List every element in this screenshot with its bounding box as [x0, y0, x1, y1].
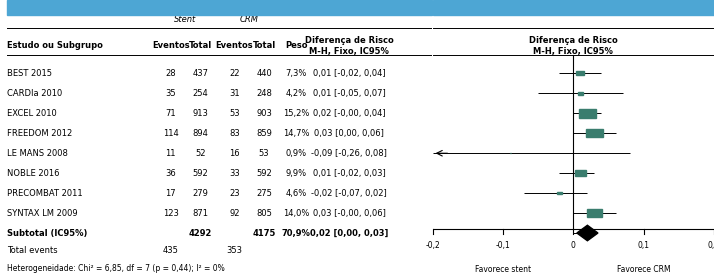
Text: -0,1: -0,1 — [496, 241, 511, 250]
Text: 70,9%: 70,9% — [281, 229, 311, 238]
Bar — [578, 92, 583, 94]
Bar — [7, 0, 432, 15]
Text: 53: 53 — [259, 149, 269, 158]
Text: 4,2%: 4,2% — [286, 89, 306, 98]
Text: 114: 114 — [163, 129, 178, 138]
Text: 440: 440 — [256, 70, 272, 78]
Text: 14,7%: 14,7% — [283, 129, 309, 138]
Polygon shape — [577, 225, 598, 241]
Text: CRM: CRM — [240, 15, 258, 24]
Text: 53: 53 — [229, 109, 240, 118]
Text: 275: 275 — [256, 189, 272, 198]
Text: 92: 92 — [229, 209, 240, 218]
Bar — [579, 109, 596, 117]
Text: 903: 903 — [256, 109, 272, 118]
Text: 4175: 4175 — [253, 229, 276, 238]
Text: 28: 28 — [166, 70, 176, 78]
Text: 254: 254 — [193, 89, 208, 98]
Text: Diferença de Risco
M-H, Fixo, IC95%: Diferença de Risco M-H, Fixo, IC95% — [305, 36, 393, 56]
Text: 871: 871 — [193, 209, 208, 218]
Text: 35: 35 — [166, 89, 176, 98]
Bar — [576, 71, 585, 75]
Text: 592: 592 — [193, 169, 208, 178]
Text: 14,0%: 14,0% — [283, 209, 309, 218]
Text: 0,01 [-0,02, 0,04]: 0,01 [-0,02, 0,04] — [313, 70, 386, 78]
Bar — [433, 0, 714, 15]
Text: PRECOMBAT 2011: PRECOMBAT 2011 — [7, 189, 83, 198]
Text: 279: 279 — [193, 189, 208, 198]
Text: 23: 23 — [229, 189, 240, 198]
Text: CARDIa 2010: CARDIa 2010 — [7, 89, 62, 98]
Text: 437: 437 — [193, 70, 208, 78]
Text: Favorece stent: Favorece stent — [475, 265, 531, 273]
Text: 0,02 [-0,00, 0,04]: 0,02 [-0,00, 0,04] — [313, 109, 386, 118]
Text: 4292: 4292 — [188, 229, 212, 238]
Text: Diferença de Risco
M-H, Fixo, IC95%: Diferença de Risco M-H, Fixo, IC95% — [529, 36, 618, 56]
Bar — [587, 209, 602, 217]
Text: FREEDOM 2012: FREEDOM 2012 — [7, 129, 72, 138]
Text: -0,2: -0,2 — [426, 241, 440, 250]
Text: Heterogeneidade: Chi² = 6,85, df = 7 (p = 0,44); I² = 0%: Heterogeneidade: Chi² = 6,85, df = 7 (p … — [7, 263, 225, 273]
Text: 0,02 [0,00, 0,03]: 0,02 [0,00, 0,03] — [310, 229, 388, 238]
Text: 31: 31 — [229, 89, 240, 98]
Text: Total: Total — [188, 41, 212, 50]
Text: -0,02 [-0,07, 0,02]: -0,02 [-0,07, 0,02] — [311, 189, 387, 198]
Text: -0,09 [-0,26, 0,08]: -0,09 [-0,26, 0,08] — [311, 149, 387, 158]
Text: 0,9%: 0,9% — [286, 149, 306, 158]
Text: 894: 894 — [193, 129, 208, 138]
Text: 0,1: 0,1 — [638, 241, 650, 250]
Text: Favorece CRM: Favorece CRM — [617, 265, 670, 273]
Text: LE MANS 2008: LE MANS 2008 — [7, 149, 68, 158]
Text: SYNTAX LM 2009: SYNTAX LM 2009 — [7, 209, 78, 218]
Text: Stent: Stent — [174, 15, 196, 24]
Text: 0,01 [-0,05, 0,07]: 0,01 [-0,05, 0,07] — [313, 89, 386, 98]
Text: 592: 592 — [256, 169, 272, 178]
Text: 0,01 [-0,02, 0,03]: 0,01 [-0,02, 0,03] — [313, 169, 386, 178]
Text: 17: 17 — [166, 189, 176, 198]
Text: 859: 859 — [256, 129, 272, 138]
Text: 248: 248 — [256, 89, 272, 98]
Text: 805: 805 — [256, 209, 272, 218]
Text: 0: 0 — [571, 241, 575, 250]
Text: 16: 16 — [229, 149, 240, 158]
Text: Subtotal (IC95%): Subtotal (IC95%) — [7, 229, 88, 238]
Text: 0,2: 0,2 — [708, 241, 714, 250]
Text: 913: 913 — [193, 109, 208, 118]
Text: Eventos: Eventos — [152, 41, 189, 50]
Text: BEST 2015: BEST 2015 — [7, 70, 52, 78]
Text: 36: 36 — [166, 169, 176, 178]
Text: 4,6%: 4,6% — [286, 189, 306, 198]
Bar — [575, 170, 586, 176]
Text: Estudo ou Subgrupo: Estudo ou Subgrupo — [7, 41, 103, 50]
Text: 71: 71 — [166, 109, 176, 118]
Text: 11: 11 — [166, 149, 176, 158]
Text: Total: Total — [253, 41, 276, 50]
Text: Total events: Total events — [7, 246, 58, 255]
Text: 435: 435 — [163, 246, 178, 255]
Text: 7,3%: 7,3% — [286, 70, 307, 78]
Bar — [557, 192, 562, 194]
Text: 123: 123 — [163, 209, 178, 218]
Text: EXCEL 2010: EXCEL 2010 — [7, 109, 57, 118]
Text: 33: 33 — [229, 169, 240, 178]
Text: 9,9%: 9,9% — [286, 169, 306, 178]
Bar — [586, 129, 603, 137]
Text: 83: 83 — [229, 129, 240, 138]
Text: Peso: Peso — [285, 41, 307, 50]
Text: 52: 52 — [195, 149, 206, 158]
Text: 353: 353 — [226, 246, 243, 255]
Text: Eventos: Eventos — [216, 41, 253, 50]
Text: 22: 22 — [229, 70, 240, 78]
Text: 0,03 [-0,00, 0,06]: 0,03 [-0,00, 0,06] — [313, 209, 386, 218]
Text: NOBLE 2016: NOBLE 2016 — [7, 169, 60, 178]
Text: 15,2%: 15,2% — [283, 109, 309, 118]
Text: 0,03 [0,00, 0,06]: 0,03 [0,00, 0,06] — [314, 129, 384, 138]
